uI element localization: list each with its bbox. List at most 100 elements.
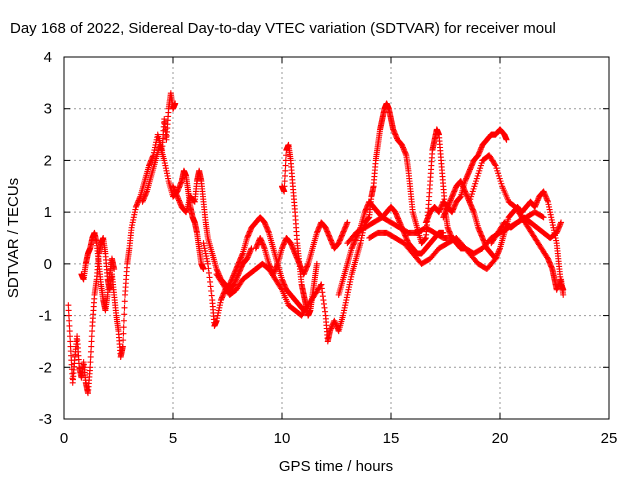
data-point <box>466 198 473 205</box>
x-tick-label: 20 <box>492 430 509 447</box>
data-point <box>119 343 126 350</box>
x-axis-label: GPS time / hours <box>279 458 393 475</box>
y-axis-label: SDTVAR / TECUs <box>5 178 22 298</box>
data-point <box>560 291 567 298</box>
data-point <box>467 196 474 203</box>
data-point <box>440 229 447 236</box>
data-point <box>65 307 72 314</box>
data-point <box>121 304 128 311</box>
data-point <box>474 172 481 179</box>
data-point <box>498 180 505 187</box>
data-point <box>476 167 483 174</box>
data-point <box>491 161 498 168</box>
data-point <box>87 359 94 366</box>
data-track <box>466 152 567 298</box>
data-series-sdtvar <box>65 90 567 397</box>
data-point <box>65 302 72 309</box>
data-point <box>111 266 118 273</box>
data-point <box>475 170 482 177</box>
data-point <box>344 219 351 226</box>
data-point <box>470 185 477 192</box>
data-point <box>471 183 478 190</box>
data-point <box>497 178 504 185</box>
data-point <box>495 172 502 179</box>
plot-frame <box>63 56 610 420</box>
data-point <box>66 328 73 335</box>
data-track <box>170 167 255 293</box>
data-point <box>503 136 510 143</box>
data-point <box>282 162 289 169</box>
data-point <box>281 178 288 185</box>
data-point <box>120 317 127 324</box>
data-point <box>477 165 484 172</box>
data-track <box>78 229 118 314</box>
y-tick-label: -1 <box>39 308 52 325</box>
data-point <box>544 254 551 261</box>
data-point <box>88 343 95 350</box>
data-point <box>121 298 128 305</box>
data-point <box>317 282 324 289</box>
data-point <box>496 175 503 182</box>
data-point <box>313 260 320 267</box>
x-tick-label: 5 <box>169 430 177 447</box>
data-point <box>88 333 95 340</box>
y-tick-label: 0 <box>44 256 52 273</box>
data-point <box>120 324 127 331</box>
data-track <box>252 219 351 278</box>
data-point <box>88 338 95 345</box>
y-tick-label: 1 <box>44 204 52 221</box>
x-tick-label: 25 <box>601 430 618 447</box>
data-point <box>87 364 94 371</box>
x-tick-label: 15 <box>383 430 400 447</box>
y-tick-label: 3 <box>44 101 52 118</box>
data-point <box>558 219 565 226</box>
y-tick-label: 4 <box>44 49 52 66</box>
data-point <box>278 285 285 292</box>
data-point <box>67 338 74 345</box>
data-point <box>468 193 475 200</box>
y-tick-label: -3 <box>39 411 52 428</box>
data-point <box>281 172 288 179</box>
data-point <box>281 188 288 195</box>
data-point <box>493 165 500 172</box>
data-track <box>366 209 547 267</box>
x-tick-label: 0 <box>60 430 68 447</box>
data-point <box>120 330 127 337</box>
axis-ticks: 0 5 10 15 20 25 -3 -2 -1 0 1 2 3 4 <box>39 49 618 447</box>
x-tick-label: 10 <box>274 430 291 447</box>
data-point <box>473 178 480 185</box>
data-point <box>87 348 94 355</box>
data-point <box>200 266 207 273</box>
data-point <box>66 333 73 340</box>
data-point <box>283 152 290 159</box>
data-track <box>279 141 320 319</box>
data-point <box>539 213 546 220</box>
data-point <box>468 191 475 198</box>
data-point <box>65 312 72 319</box>
data-track <box>488 214 565 247</box>
data-point <box>66 322 73 329</box>
data-point <box>121 311 128 318</box>
data-point <box>477 162 484 169</box>
data-point <box>492 162 499 169</box>
y-tick-label: -2 <box>39 359 52 376</box>
data-point <box>472 180 479 187</box>
data-point <box>120 337 127 344</box>
data-point <box>89 328 96 335</box>
chart-title: Day 168 of 2022, Sidereal Day-to-day VTE… <box>10 20 556 37</box>
y-tick-label: 2 <box>44 152 52 169</box>
data-point <box>469 188 476 195</box>
data-point <box>495 170 502 177</box>
data-point <box>478 160 485 167</box>
data-track <box>65 90 179 397</box>
data-point <box>494 167 501 174</box>
data-point <box>87 353 94 360</box>
data-point <box>540 214 547 221</box>
data-point <box>282 167 289 174</box>
data-point <box>473 175 480 182</box>
data-point <box>172 100 179 107</box>
data-point <box>66 317 73 324</box>
data-point <box>281 183 288 190</box>
